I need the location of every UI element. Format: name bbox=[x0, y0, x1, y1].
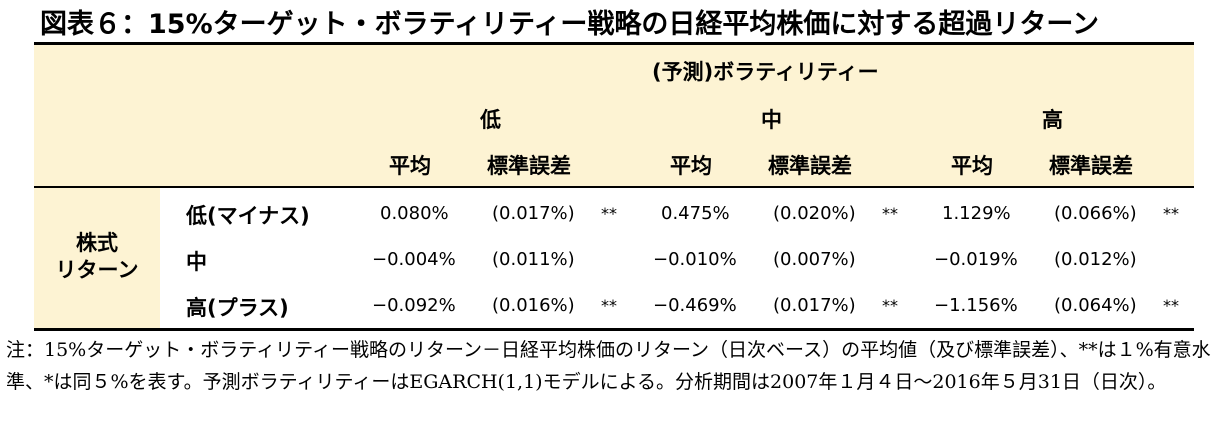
cell-significance: ** bbox=[882, 296, 898, 315]
vol-level-low: 低 bbox=[480, 108, 501, 132]
table-note: 注：15%ターゲット・ボラティリティー戦略のリターン－日経平均株価のリターン（日… bbox=[6, 339, 1211, 393]
cell-mean: −0.004% bbox=[372, 249, 456, 270]
vol-level-high: 高 bbox=[1042, 108, 1063, 132]
stat-label-se-low: 標準誤差 bbox=[487, 154, 571, 178]
cell-mean: −1.156% bbox=[934, 295, 1018, 316]
cell-se: (0.007%) bbox=[773, 249, 856, 270]
table-bottom-rule bbox=[34, 328, 1194, 331]
table-header-rule bbox=[34, 186, 1194, 188]
cell-se: (0.012%) bbox=[1054, 249, 1137, 270]
cell-se: (0.011%) bbox=[492, 249, 575, 270]
vol-level-mid: 中 bbox=[761, 108, 782, 132]
stat-label-se-high: 標準誤差 bbox=[1049, 154, 1133, 178]
row-group-line2: リターン bbox=[55, 258, 139, 282]
cell-mean: −0.469% bbox=[653, 295, 737, 316]
row-label-low: 低(マイナス) bbox=[186, 204, 310, 228]
cell-se: (0.066%) bbox=[1054, 203, 1137, 224]
cell-significance: ** bbox=[1163, 296, 1179, 315]
cell-se: (0.064%) bbox=[1054, 295, 1137, 316]
volatility-group-header: (予測)ボラティリティー bbox=[652, 60, 879, 84]
cell-significance: ** bbox=[601, 204, 617, 223]
table-header-background bbox=[34, 45, 1194, 186]
cell-significance: ** bbox=[882, 204, 898, 223]
cell-mean: 0.080% bbox=[380, 203, 449, 224]
cell-mean: −0.010% bbox=[653, 249, 737, 270]
cell-se: (0.016%) bbox=[492, 295, 575, 316]
cell-se: (0.020%) bbox=[773, 203, 856, 224]
stat-label-mean-low: 平均 bbox=[389, 154, 431, 178]
cell-se: (0.017%) bbox=[773, 295, 856, 316]
figure-title: 図表６：15%ターゲット・ボラティリティー戦略の日経平均株価に対する超過リターン bbox=[40, 9, 1100, 40]
stat-label-mean-high: 平均 bbox=[951, 154, 993, 178]
cell-mean: 1.129% bbox=[942, 203, 1011, 224]
cell-significance: ** bbox=[1163, 204, 1179, 223]
row-header-background bbox=[34, 188, 160, 328]
cell-mean: −0.092% bbox=[372, 295, 456, 316]
cell-se: (0.017%) bbox=[492, 203, 575, 224]
row-group-line1: 株式 bbox=[76, 231, 118, 255]
row-label-high: 高(プラス) bbox=[186, 296, 289, 320]
table-top-rule bbox=[34, 42, 1194, 45]
cell-mean: 0.475% bbox=[661, 203, 730, 224]
row-label-mid: 中 bbox=[186, 250, 207, 274]
excess-return-table: (予測)ボラティリティー 低 中 高 平均 標準誤差 平均 標準誤差 平均 標準… bbox=[34, 42, 1194, 331]
stat-label-se-mid: 標準誤差 bbox=[768, 154, 852, 178]
cell-significance: ** bbox=[601, 296, 617, 315]
cell-mean: −0.019% bbox=[934, 249, 1018, 270]
row-group-header: 株式 リターン bbox=[34, 230, 160, 284]
stat-label-mean-mid: 平均 bbox=[670, 154, 712, 178]
